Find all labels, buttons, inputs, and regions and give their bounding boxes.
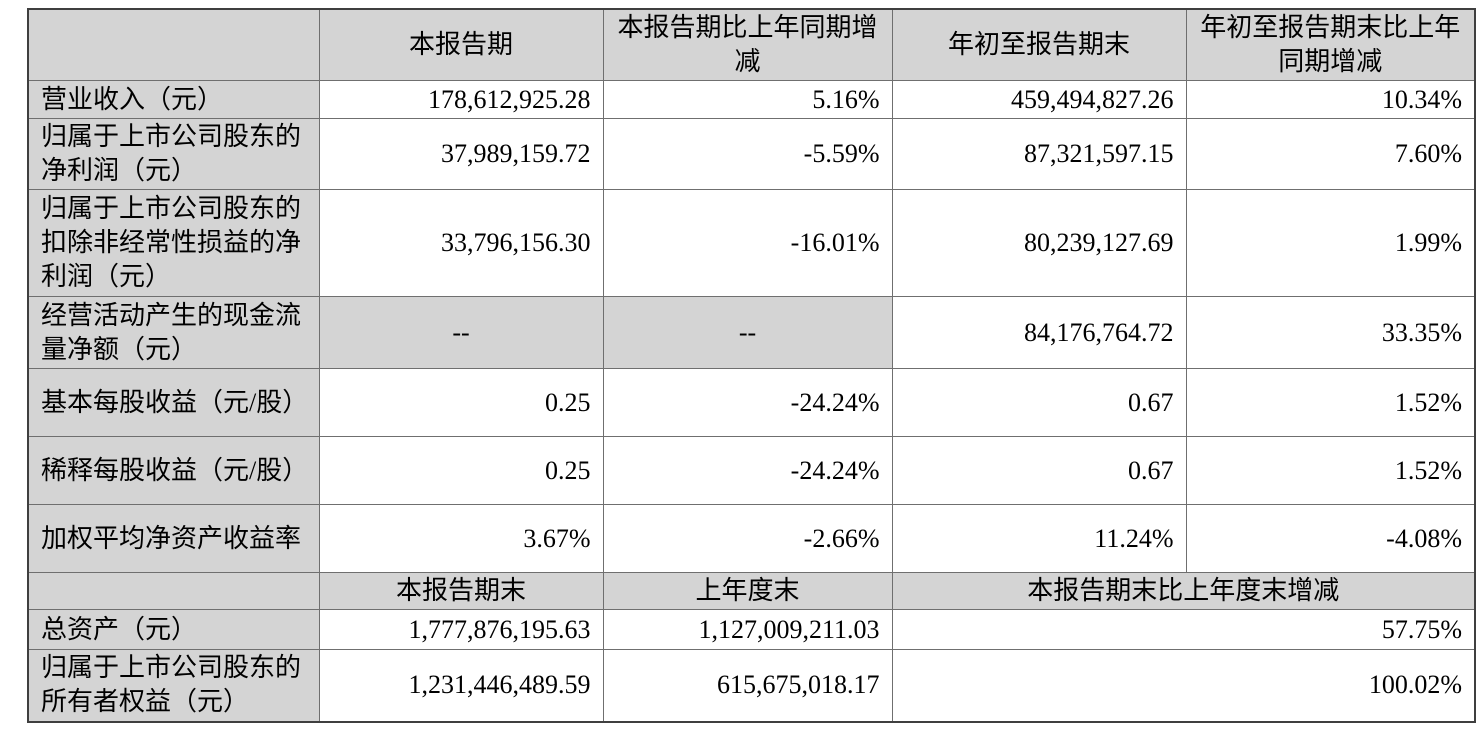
cell-value: 459,494,827.26 (891, 80, 1187, 119)
cell-value: 33.35% (1185, 296, 1476, 369)
cell-value: 0.25 (318, 436, 604, 505)
cell-value: 0.67 (891, 368, 1187, 437)
header-current-period-yoy-change: 本报告期比上年同期增减 (602, 8, 893, 81)
cell-value: -16.01% (602, 189, 893, 297)
cell-value: 1,231,446,489.59 (318, 649, 604, 722)
table-row-diluted-eps: 稀释每股收益（元/股） 0.25 -24.24% 0.67 1.52% (27, 436, 1476, 505)
table-row-weighted-avg-roe: 加权平均净资产收益率 3.67% -2.66% 11.24% -4.08% (27, 504, 1476, 573)
subheader-prior-year-end: 上年度末 (602, 572, 893, 610)
cell-value: 1,777,876,195.63 (318, 609, 604, 650)
header-current-period: 本报告期 (318, 8, 604, 81)
cell-value: 5.16% (602, 80, 893, 119)
cell-change-value: 100.02% (891, 649, 1476, 722)
cell-value: 0.67 (891, 436, 1187, 505)
row-label: 总资产（元） (27, 609, 320, 650)
cell-value: 87,321,597.15 (891, 118, 1187, 190)
table-row-net-profit: 归属于上市公司股东的净利润（元） 37,989,159.72 -5.59% 87… (27, 118, 1476, 190)
subheader-period-end-change: 本报告期末比上年度末增减 (891, 572, 1476, 610)
row-label: 营业收入（元） (27, 80, 320, 119)
row-label: 归属于上市公司股东的净利润（元） (27, 118, 320, 190)
cell-value: -2.66% (602, 504, 893, 573)
cell-change-value: 57.75% (891, 609, 1476, 650)
cell-value: 1.99% (1185, 189, 1476, 297)
cell-value: 1.52% (1185, 368, 1476, 437)
row-label: 基本每股收益（元/股） (27, 368, 320, 437)
row-label: 归属于上市公司股东的扣除非经常性损益的净利润（元） (27, 189, 320, 297)
row-label: 归属于上市公司股东的所有者权益（元） (27, 649, 320, 722)
header-year-to-date-yoy-change: 年初至报告期末比上年同期增减 (1185, 8, 1476, 81)
row-label: 稀释每股收益（元/股） (27, 436, 320, 505)
cell-value: -24.24% (602, 436, 893, 505)
cell-value: 33,796,156.30 (318, 189, 604, 297)
subheader-row: 本报告期末 上年度末 本报告期末比上年度末增减 (27, 572, 1476, 610)
table-row-owners-equity: 归属于上市公司股东的所有者权益（元） 1,231,446,489.59 615,… (27, 649, 1476, 722)
subheader-corner-cell (27, 572, 320, 610)
cell-value: 37,989,159.72 (318, 118, 604, 190)
cell-not-applicable: -- (602, 296, 893, 369)
table-row-total-assets: 总资产（元） 1,777,876,195.63 1,127,009,211.03… (27, 609, 1476, 650)
subheader-period-end: 本报告期末 (318, 572, 604, 610)
cell-value: 1,127,009,211.03 (602, 609, 893, 650)
cell-value: 0.25 (318, 368, 604, 437)
cell-value: 7.60% (1185, 118, 1476, 190)
cell-not-applicable: -- (318, 296, 604, 369)
table-row-net-profit-excl-nonrecurring: 归属于上市公司股东的扣除非经常性损益的净利润（元） 33,796,156.30 … (27, 189, 1476, 297)
cell-value: 615,675,018.17 (602, 649, 893, 722)
row-label: 经营活动产生的现金流量净额（元） (27, 296, 320, 369)
table-row-basic-eps: 基本每股收益（元/股） 0.25 -24.24% 0.67 1.52% (27, 368, 1476, 437)
cell-value: -5.59% (602, 118, 893, 190)
cell-value: 84,176,764.72 (891, 296, 1187, 369)
cell-value: -4.08% (1185, 504, 1476, 573)
cell-value: 1.52% (1185, 436, 1476, 505)
cell-value: 11.24% (891, 504, 1187, 573)
table-row-operating-cash-flow: 经营活动产生的现金流量净额（元） -- -- 84,176,764.72 33.… (27, 296, 1476, 369)
cell-value: 10.34% (1185, 80, 1476, 119)
cell-value: 3.67% (318, 504, 604, 573)
cell-value: -24.24% (602, 368, 893, 437)
cell-value: 80,239,127.69 (891, 189, 1187, 297)
financial-summary-table: 本报告期 本报告期比上年同期增减 年初至报告期末 年初至报告期末比上年同期增减 … (27, 8, 1476, 723)
header-row: 本报告期 本报告期比上年同期增减 年初至报告期末 年初至报告期末比上年同期增减 (27, 8, 1476, 81)
row-label: 加权平均净资产收益率 (27, 504, 320, 573)
cell-value: 178,612,925.28 (318, 80, 604, 119)
header-corner-cell (27, 8, 320, 81)
header-year-to-date: 年初至报告期末 (891, 8, 1187, 81)
table-row-operating-revenue: 营业收入（元） 178,612,925.28 5.16% 459,494,827… (27, 80, 1476, 119)
